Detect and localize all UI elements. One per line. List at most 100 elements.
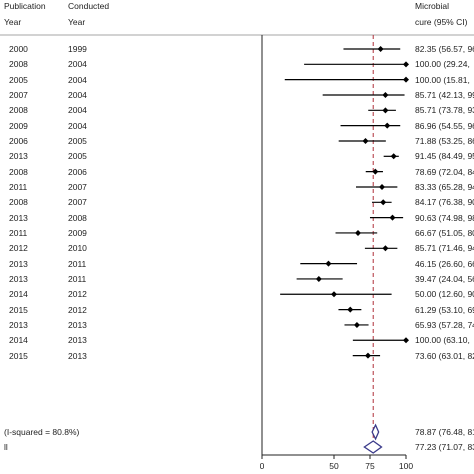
row-conducted-year: 2005: [68, 151, 87, 161]
study-point: [403, 337, 409, 344]
row-publication-year: 2008: [9, 59, 28, 69]
row-publication-year: 2013: [9, 151, 28, 161]
study-point: [364, 352, 371, 359]
row-conducted-year: 1999: [68, 44, 87, 54]
row-conducted-year: 2011: [68, 274, 87, 284]
header-microbial: Microbial: [415, 1, 450, 11]
header-cure-ci: cure (95% CI): [415, 17, 468, 27]
row-publication-year: 2008: [9, 105, 28, 115]
row-estimate-label: 100.00 (29.24,: [415, 59, 470, 69]
study-point: [362, 137, 369, 144]
row-estimate-label: 85.71 (73.78, 93: [415, 105, 474, 115]
row-conducted-year: 2007: [68, 197, 87, 207]
row-conducted-year: 2011: [68, 259, 87, 269]
row-estimate-label: 84.17 (76.38, 90: [415, 197, 474, 207]
row-publication-year: 2005: [9, 75, 28, 85]
study-point: [382, 245, 389, 252]
study-point: [384, 122, 391, 129]
study-point: [347, 306, 354, 313]
row-publication-year: 2013: [9, 259, 28, 269]
row-publication-year: 2012: [9, 243, 28, 253]
study-point: [355, 229, 362, 236]
row-estimate-label: 90.63 (74.98, 98: [415, 213, 474, 223]
study-point: [380, 199, 387, 206]
row-publication-year: 2007: [9, 90, 28, 100]
row-publication-year: 2000: [9, 44, 28, 54]
row-conducted-year: 2012: [68, 289, 87, 299]
x-tick-label: 0: [260, 461, 265, 471]
row-conducted-year: 2004: [68, 105, 87, 115]
row-estimate-label: 85.71 (42.13, 99: [415, 90, 474, 100]
isq-text: (I-squared = 80.8%): [4, 427, 80, 437]
study-point: [315, 275, 322, 282]
row-conducted-year: 2005: [68, 136, 87, 146]
study-point: [382, 107, 389, 114]
row-estimate-label: 46.15 (26.60, 66: [415, 259, 474, 269]
row-conducted-year: 2013: [68, 335, 87, 345]
row-conducted-year: 2008: [68, 213, 87, 223]
study-point: [378, 183, 385, 190]
row-conducted-year: 2012: [68, 305, 87, 315]
row-publication-year: 2013: [9, 274, 28, 284]
row-conducted-year: 2013: [68, 320, 87, 330]
row-estimate-label: 73.60 (63.01, 82: [415, 351, 474, 361]
row-estimate-label: 100.00 (63.10,: [415, 335, 470, 345]
study-point: [403, 61, 409, 68]
study-point: [389, 214, 396, 221]
isq-estimate-label: 78.87 (76.48, 81: [415, 427, 474, 437]
row-estimate-label: 78.69 (72.04, 84: [415, 167, 474, 177]
row-conducted-year: 2004: [68, 59, 87, 69]
x-tick-label: 75: [365, 461, 375, 471]
header-conducted: Conducted: [68, 1, 110, 11]
row-publication-year: 2009: [9, 121, 28, 131]
row-publication-year: 2014: [9, 289, 28, 299]
study-point: [403, 76, 409, 83]
row-estimate-label: 65.93 (57.28, 74: [415, 320, 474, 330]
row-conducted-year: 2013: [68, 351, 87, 361]
row-estimate-label: 85.71 (71.46, 94: [415, 243, 474, 253]
row-publication-year: 2014: [9, 335, 28, 345]
study-point: [372, 168, 379, 175]
x-tick-label: 50: [329, 461, 339, 471]
row-conducted-year: 2006: [68, 167, 87, 177]
row-estimate-label: 83.33 (65.28, 94: [415, 182, 474, 192]
row-conducted-year: 2009: [68, 228, 87, 238]
row-estimate-label: 50.00 (12.60, 90: [415, 289, 474, 299]
row-conducted-year: 2004: [68, 90, 87, 100]
header-conducted-year-label: Year: [68, 17, 86, 27]
study-point: [331, 291, 337, 298]
row-estimate-label: 86.96 (54.55, 96: [415, 121, 474, 131]
study-point: [377, 46, 384, 52]
study-point: [390, 153, 397, 160]
row-estimate-label: 100.00 (15.81,: [415, 75, 470, 85]
row-publication-year: 2011: [9, 228, 28, 238]
row-estimate-label: 82.35 (56.57, 96: [415, 44, 474, 54]
row-conducted-year: 2004: [68, 75, 87, 85]
study-point: [325, 260, 332, 267]
header-microbial-cure: Microbial cure (95% CI): [415, 1, 467, 27]
summary-diamond: [371, 423, 380, 441]
row-estimate-label: 91.45 (84.49, 95: [415, 151, 474, 161]
row-publication-year: 2006: [9, 136, 28, 146]
row-publication-year: 2015: [9, 305, 28, 315]
row-publication-year: 2015: [9, 351, 28, 361]
row-conducted-year: 2004: [68, 121, 87, 131]
header-conducted-year: Conducted Year: [68, 1, 109, 27]
header-publication: Publication: [4, 1, 46, 11]
row-estimate-label: 71.88 (53.25, 86: [415, 136, 474, 146]
row-estimate-label: 39.47 (24.04, 56: [415, 274, 474, 284]
row-conducted-year: 2007: [68, 182, 87, 192]
overall-text: ll: [4, 442, 8, 452]
study-point: [353, 321, 360, 328]
row-conducted-year: 2010: [68, 243, 87, 253]
row-publication-year: 2008: [9, 167, 28, 177]
header-publication-year-label: Year: [4, 17, 22, 27]
row-estimate-label: 66.67 (51.05, 80: [415, 228, 474, 238]
row-publication-year: 2013: [9, 320, 28, 330]
row-publication-year: 2013: [9, 213, 28, 223]
row-estimate-label: 61.29 (53.10, 69: [415, 305, 474, 315]
study-point: [382, 91, 389, 98]
x-tick-label: 100: [399, 461, 413, 471]
summary-diamond: [363, 440, 383, 454]
